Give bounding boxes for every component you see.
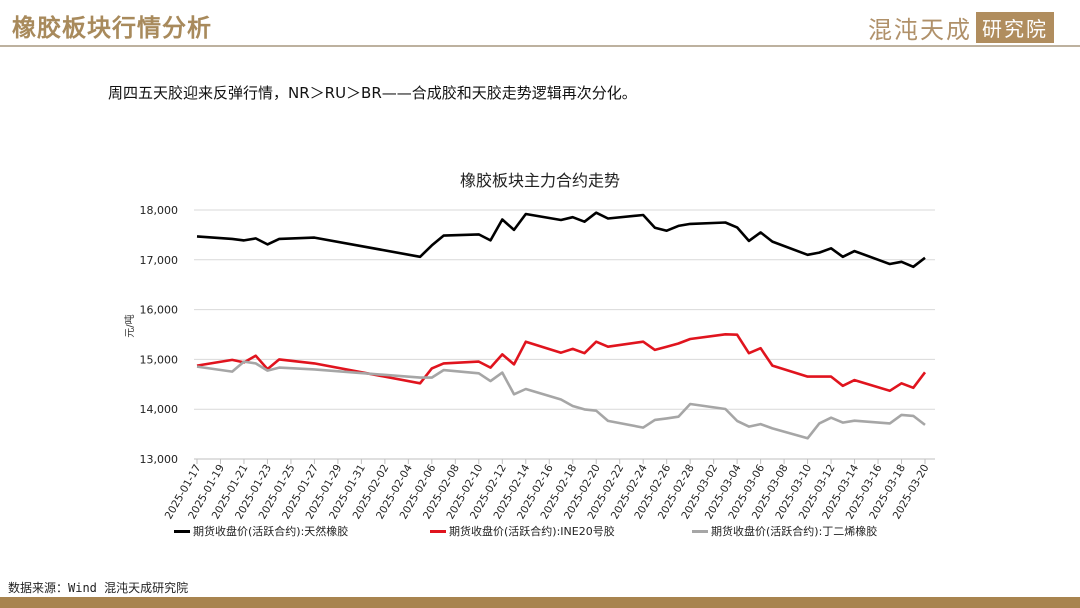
legend-item-natural-rubber: 期货收盘价(活跃合约):天然橡胶	[174, 523, 348, 539]
header-divider	[0, 45, 1080, 47]
line-chart: 橡胶板块主力合约走势 元/吨 13,000 14,000 15,000 16,000 1…	[123, 171, 935, 521]
y-tick-label: 18,000	[140, 204, 179, 217]
footer-bar	[0, 597, 1080, 608]
chart-legend: 期货收盘价(活跃合约):天然橡胶 期货收盘价(活跃合约):INE20号胶 期货收…	[0, 523, 1080, 541]
series-line-1	[196, 332, 927, 393]
legend-swatch	[174, 529, 190, 533]
legend-label: 期货收盘价(活跃合约):INE20号胶	[449, 525, 615, 538]
legend-item-ine20: 期货收盘价(活跃合约):INE20号胶	[430, 523, 615, 539]
legend-label: 期货收盘价(活跃合约):天然橡胶	[193, 525, 349, 538]
legend-swatch	[692, 529, 708, 533]
page-title: 橡胶板块行情分析	[12, 13, 212, 42]
y-tick-label: 17,000	[140, 254, 179, 267]
y-tick-label: 15,000	[140, 353, 179, 366]
summary-text: 周四五天胶迎来反弹行情，NR＞RU＞BR——合成胶和天胶走势逻辑再次分化。	[108, 84, 637, 102]
legend-label: 期货收盘价(活跃合约):丁二烯橡胶	[711, 525, 878, 538]
y-axis-label: 元/吨	[123, 314, 136, 337]
brand-logo: 混沌天成 研究院	[868, 10, 1054, 45]
series-line-0	[196, 211, 926, 269]
logo-text: 混沌天成	[868, 16, 972, 44]
y-tick-label: 16,000	[140, 304, 179, 317]
logo-box: 研究院	[976, 12, 1054, 43]
y-tick-label: 14,000	[140, 403, 179, 416]
legend-swatch	[430, 529, 446, 533]
data-source: 数据来源：Wind 混沌天成研究院	[8, 581, 189, 595]
chart-title: 橡胶板块主力合约走势	[460, 171, 620, 190]
y-tick-label: 13,000	[140, 453, 179, 466]
series-line-2	[196, 360, 926, 440]
legend-item-butadiene-rubber: 期货收盘价(活跃合约):丁二烯橡胶	[692, 523, 877, 539]
